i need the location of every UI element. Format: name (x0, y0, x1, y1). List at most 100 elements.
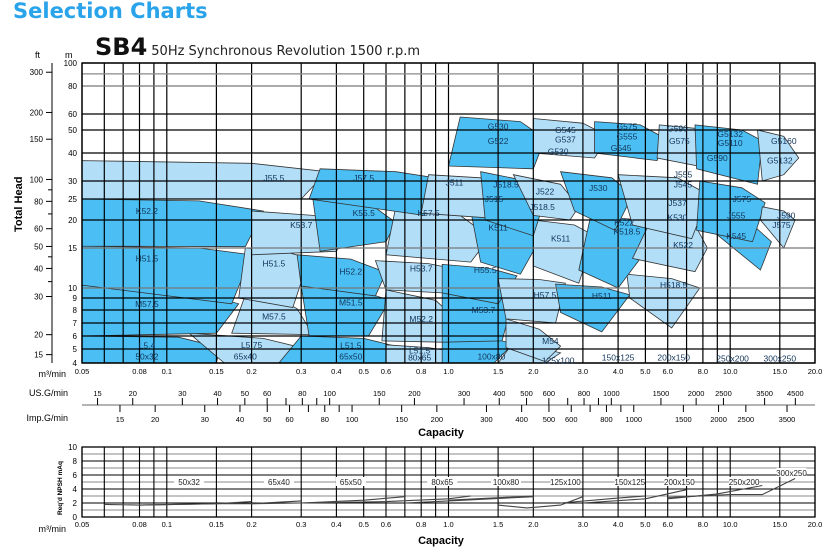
y-tick-label-m: 6 (73, 332, 78, 341)
x-tick-label: 4.0 (613, 367, 623, 376)
region-label: J590 (777, 210, 796, 220)
imp-gpm-tick-label: 150 (395, 415, 408, 424)
region-label: G5132 (717, 129, 743, 139)
us-gpm-tick-label: 800 (578, 389, 591, 398)
npsh-curve (404, 496, 534, 504)
pump-region (512, 174, 580, 221)
npsh-size-label: 80x65 (431, 478, 453, 487)
us-gpm-tick-label: 1000 (603, 389, 620, 398)
x-tick-label: 3.0 (578, 367, 588, 376)
imp-gpm-tick-label: 300 (480, 415, 493, 424)
npsh-x-tick-label: 10.0 (723, 520, 738, 529)
region-label: M57.5 (262, 311, 286, 321)
npsh-x-tick-label: 0.15 (209, 520, 224, 529)
x-tick-label: 0.08 (132, 367, 147, 376)
us-gpm-tick-label: 3500 (756, 389, 773, 398)
imp-gpm-tick-label: 40 (236, 415, 244, 424)
region-label: J57.5 (353, 173, 374, 183)
region-label: G5110 (718, 138, 743, 148)
region-label: K52.2 (136, 206, 158, 216)
region-label: K518.5 (613, 226, 640, 236)
region-label: 50x32 (135, 351, 158, 361)
imp-gpm-tick-label: 2000 (710, 415, 727, 424)
region-label: M53.7 (472, 305, 496, 315)
y-tick-label-m: 20 (68, 216, 77, 225)
region-label: H511 (592, 291, 612, 301)
npsh-y-tick-label: 6 (73, 471, 78, 480)
us-gpm-tick-label: 2000 (688, 389, 705, 398)
region-label: J515 (485, 194, 504, 204)
chart-title: SB4 50Hz Synchronous Revolution 1500 r.p.… (95, 33, 420, 61)
npsh-curve (667, 478, 796, 498)
npsh-x-tick-label: 1.5 (493, 520, 503, 529)
npsh-y-tick-label: 8 (73, 457, 78, 466)
region-label: 65x40 (234, 351, 257, 361)
npsh-x-tick-label: 1.0 (443, 520, 453, 529)
x-tick-label: 0.15 (209, 367, 224, 376)
region-label: J575 (733, 194, 752, 204)
x-tick-label: 0.5 (358, 367, 368, 376)
region-label: H53.7 (410, 263, 433, 273)
region-label: M57.5 (135, 299, 159, 309)
region-label: J555 (674, 170, 693, 180)
x-tick-label: 0.8 (416, 367, 426, 376)
npsh-size-label: 65x40 (268, 478, 290, 487)
us-gpm-tick-label: 40 (213, 389, 221, 398)
region-label: J555 (727, 210, 746, 220)
region-label: 125x100 (542, 356, 575, 366)
npsh-size-label: 100x80 (493, 478, 520, 487)
x-tick-label: 0.4 (331, 367, 341, 376)
npsh-label-bg (335, 477, 366, 486)
y-tick-label-ft: 200 (30, 108, 44, 117)
x-tick-label: 0.2 (246, 367, 256, 376)
npsh-x-tick-label: 5.0 (640, 520, 650, 529)
y-tick-label-ft: 30 (34, 292, 43, 301)
npsh-x-tick-label: 0.5 (358, 520, 368, 529)
imp-gpm-tick-label: 3500 (779, 415, 796, 424)
npsh-label-bg (263, 477, 294, 486)
y-tick-label-m: 25 (68, 195, 77, 204)
region-label: H57.5 (534, 290, 557, 300)
y-tick-label-ft: 60 (34, 225, 43, 234)
npsh-x-tick-label: 15.0 (773, 520, 788, 529)
region-label: J55.5 (264, 173, 285, 183)
region-label: K522 (673, 240, 693, 250)
x-tick-label: 1.5 (493, 367, 503, 376)
pump-region (560, 171, 633, 231)
size-label: 200x150 (657, 353, 690, 363)
imp-gpm-tick-label: 30 (201, 415, 209, 424)
us-gpm-tick-label: 1500 (653, 389, 670, 398)
npsh-x-tick-label: 3.0 (578, 520, 588, 529)
region-label: K57.5 (418, 208, 440, 218)
y-tick-label-ft: 20 (34, 331, 43, 340)
us-gpm-tick-label: 50 (241, 389, 249, 398)
imp-gpm-tick-label: 100 (346, 415, 359, 424)
imp-gpm-tick-label: 1500 (675, 415, 692, 424)
imp-gpm-tick-label: 80 (321, 415, 329, 424)
region-label: M54 (542, 336, 559, 346)
region-label: H518.5 (660, 280, 688, 290)
region-label: K53.7 (290, 220, 312, 230)
x-tick-label: 10.0 (723, 367, 738, 376)
y-tick-label-m: 4 (73, 359, 78, 368)
y-tick-label-ft: 150 (30, 135, 44, 144)
us-gpm-tick-label: 600 (543, 389, 556, 398)
npsh-size-label: 50x32 (178, 478, 200, 487)
imp-gpm-tick-label: 20 (151, 415, 159, 424)
npsh-curve (301, 495, 471, 504)
y-tick-label-m: 8 (73, 306, 78, 315)
npsh-x-tick-label: 6.0 (662, 520, 672, 529)
region-label: J522 (536, 186, 555, 196)
npsh-label-bg (427, 477, 458, 486)
region-label: L51.5 (340, 341, 362, 351)
region-label: J575 (772, 220, 791, 230)
x-tick-label: 0.1 (162, 367, 172, 376)
y-tick-label-ft: 40 (34, 264, 43, 273)
imp-gpm-tick-label: 2500 (738, 415, 755, 424)
region-label: G530 (548, 147, 569, 157)
npsh-curve (498, 496, 584, 509)
npsh-curve (582, 489, 687, 504)
y-tick-label-m: 10 (68, 284, 77, 293)
npsh-x-tick-label: 0.8 (416, 520, 426, 529)
